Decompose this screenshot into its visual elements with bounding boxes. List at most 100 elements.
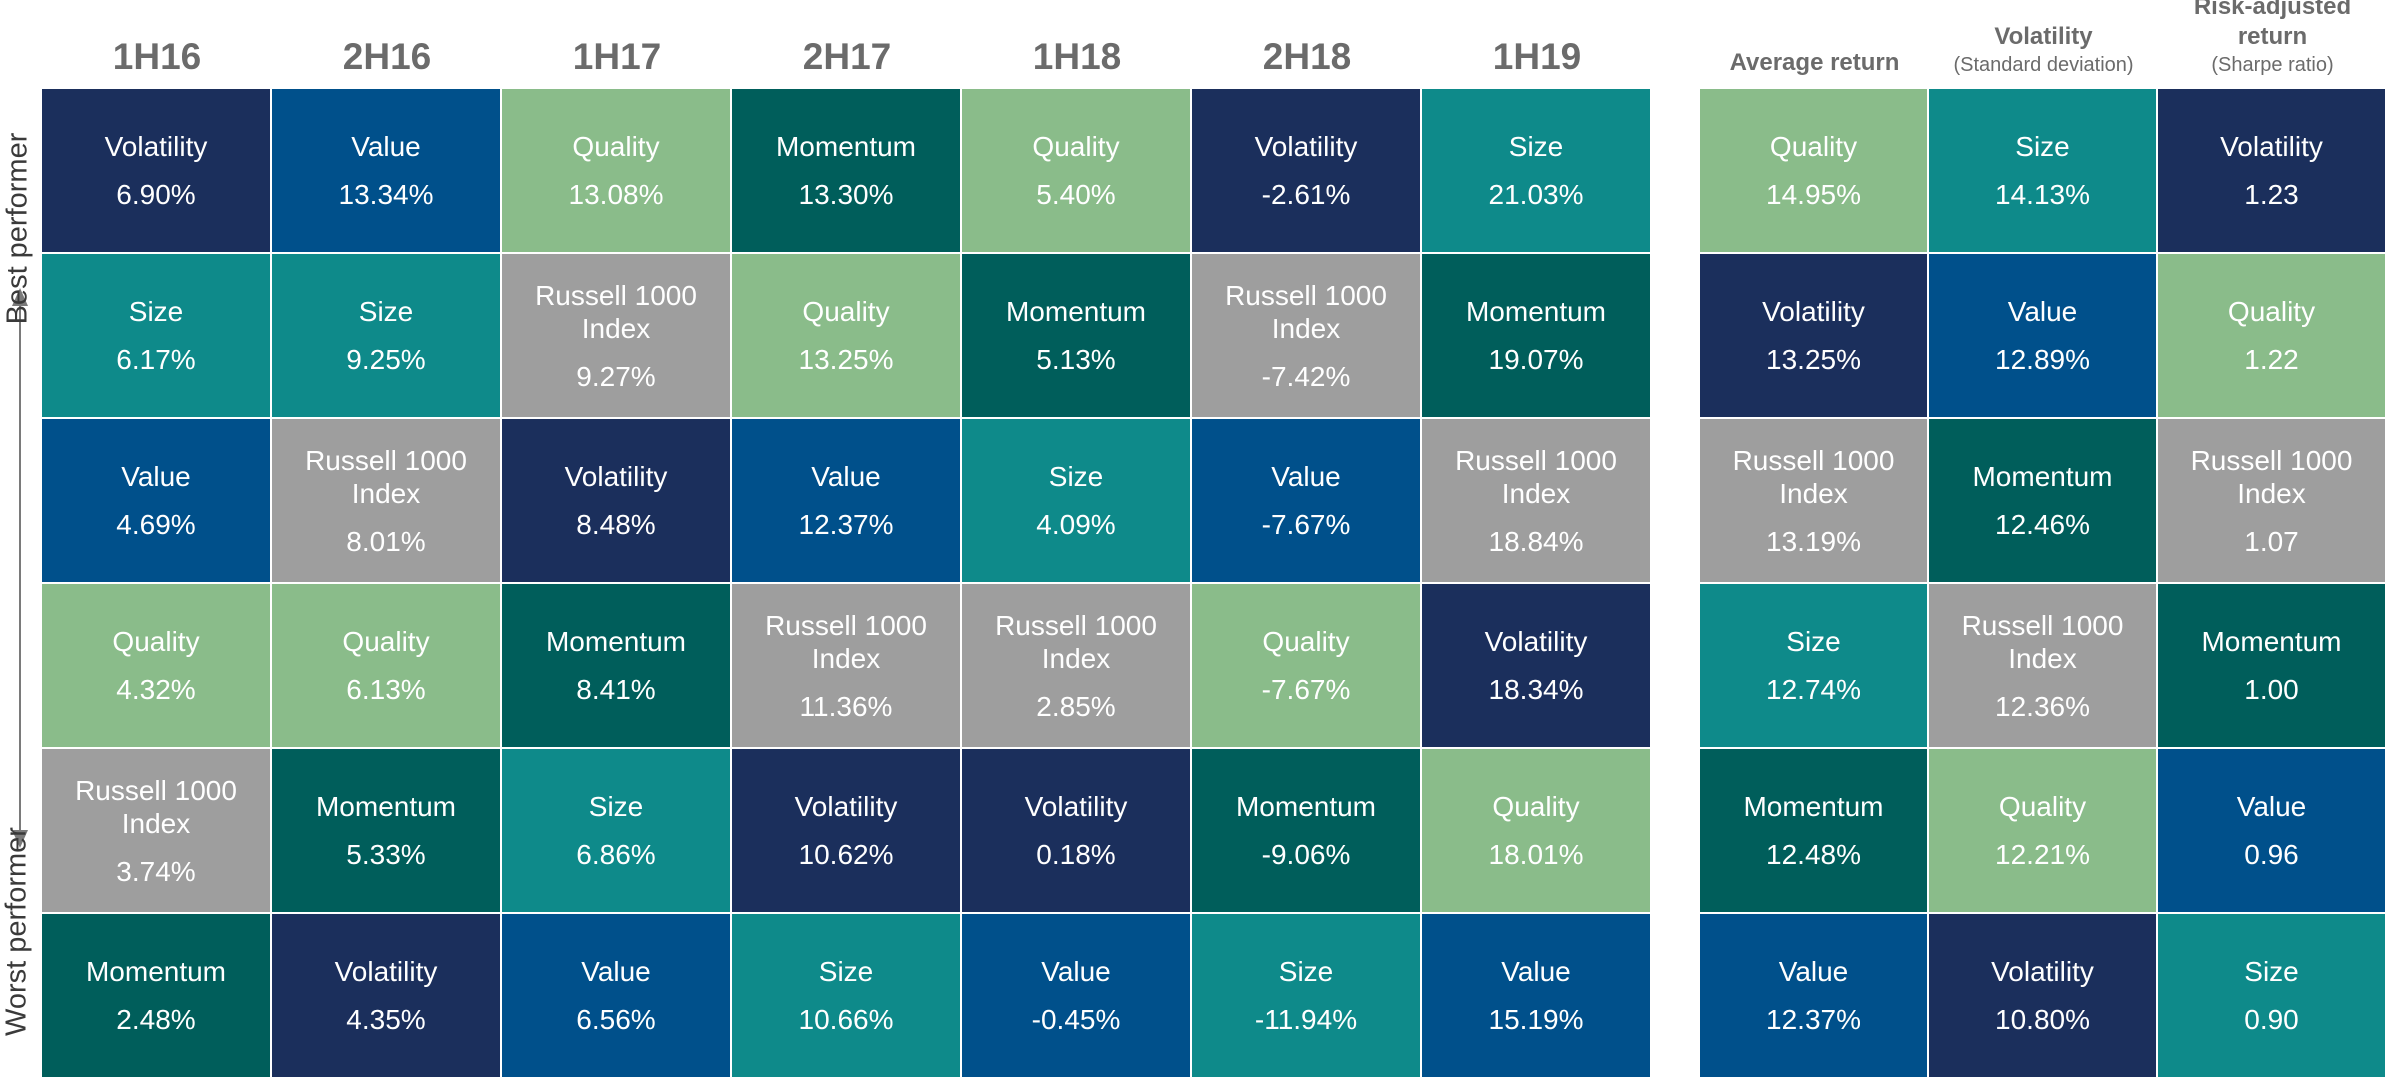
column-header: 2H16: [272, 0, 502, 88]
quilt-cell: Value 0.96: [2158, 749, 2387, 914]
cell-data-label: 12.46%: [1995, 509, 2090, 540]
cell-factor-label: Size: [2015, 131, 2070, 162]
quilt-cell: Quality 18.01%: [1422, 749, 1652, 914]
quilt-cell: Volatility 6.90%: [42, 89, 272, 254]
cell-data-label: 12.89%: [1995, 344, 2090, 375]
quilt-cell: Quality 4.32%: [42, 584, 272, 749]
cell-factor-label: Momentum: [1972, 461, 2113, 492]
cell-data-label: 10.62%: [798, 839, 894, 870]
cell-data-label: 0.96: [2244, 839, 2299, 870]
cell-data-label: 8.48%: [576, 509, 656, 540]
quilt-cell: Size 6.17%: [42, 254, 272, 419]
cell-factor-label: Quality: [342, 626, 430, 657]
cell-factor-label: Volatility: [2220, 131, 2323, 162]
cell-data-label: 1.00: [2244, 674, 2299, 705]
cell-data-label: 3.74%: [116, 855, 196, 887]
quilt-cell: Value 6.56%: [502, 914, 732, 1079]
cell-factor-label: Value: [811, 461, 881, 492]
cell-factor-label: Quality: [572, 131, 660, 162]
cell-factor-label: Size: [1278, 956, 1334, 987]
cell-data-label: 2.48%: [116, 1004, 196, 1035]
cell-factor-label: Volatility: [1024, 791, 1128, 822]
quilt-cell: Volatility 10.80%: [1929, 914, 2158, 1079]
cell-factor-label: Quality: [1492, 791, 1580, 822]
quilt-cell: Value 12.89%: [1929, 254, 2158, 419]
quilt-cell: Momentum 12.48%: [1700, 749, 1929, 914]
cell-data-label: 10.66%: [798, 1004, 894, 1035]
quilt-cell: Russell 1000 Index 2.85%: [962, 584, 1192, 749]
cell-data-label: 5.33%: [346, 839, 426, 870]
cell-data-label: 18.01%: [1488, 839, 1584, 870]
cell-data-label: -7.67%: [1261, 674, 1351, 705]
cell-data-label: 14.13%: [1995, 179, 2090, 210]
column-header: Risk-adjusted return (Sharpe ratio): [2158, 0, 2387, 88]
cell-factor-label: Quality: [112, 626, 200, 657]
quilt-cell: Value 12.37%: [732, 419, 962, 584]
quilt-cell: Momentum -9.06%: [1192, 749, 1422, 914]
quilt-cell: Quality -7.67%: [1192, 584, 1422, 749]
column-header-label: 1H16: [112, 36, 202, 77]
cell-data-label: 8.41%: [576, 674, 656, 705]
quilt-cell: Russell 1000 Index 1.07: [2158, 419, 2387, 584]
column-header-label: 2H18: [1262, 36, 1352, 77]
column-header-label: 1H19: [1492, 36, 1582, 77]
quilt-cell: Size 12.74%: [1700, 584, 1929, 749]
cell-data-label: 18.84%: [1488, 525, 1584, 557]
cell-factor-label: Russell 1000 Index: [75, 774, 237, 839]
cell-factor-label: Momentum: [1235, 791, 1377, 822]
quilt-cell: Momentum 12.46%: [1929, 419, 2158, 584]
cell-factor-label: Value: [351, 131, 421, 162]
quilt-cell: Momentum 5.13%: [962, 254, 1192, 419]
quilt-cell: Quality 13.08%: [502, 89, 732, 254]
column-header-sublabel: (Standard deviation): [1953, 54, 2134, 76]
cell-factor-label: Momentum: [545, 626, 687, 657]
cell-factor-label: Quality: [1032, 131, 1120, 162]
cell-factor-label: Volatility: [564, 461, 668, 492]
cell-factor-label: Value: [121, 461, 191, 492]
quilt-cell: Russell 1000 Index 18.84%: [1422, 419, 1652, 584]
quilt-cell: Value -0.45%: [962, 914, 1192, 1079]
quilt-cell: Volatility 0.18%: [962, 749, 1192, 914]
cell-factor-label: Size: [128, 296, 184, 327]
cell-factor-label: Russell 1000 Index: [2190, 444, 2353, 509]
cell-factor-label: Russell 1000 Index: [765, 609, 927, 674]
column-header: 1H17: [502, 0, 732, 88]
cell-factor-label: Momentum: [1005, 296, 1147, 327]
cell-factor-label: Quality: [802, 296, 890, 327]
quilt-cell: Value 15.19%: [1422, 914, 1652, 1079]
cell-factor-label: Value: [2236, 791, 2307, 822]
quilt-cell: Value 4.69%: [42, 419, 272, 584]
cell-factor-label: Volatility: [1991, 956, 2094, 987]
best-performer-label: Best performer: [1, 132, 34, 325]
quilt-cell: Russell 1000 Index 13.19%: [1700, 419, 1929, 584]
quilt-cell: Size 9.25%: [272, 254, 502, 419]
cell-factor-label: Momentum: [1465, 296, 1607, 327]
column-header: 1H19: [1422, 0, 1652, 88]
arrow-up-icon: [12, 288, 28, 306]
cell-factor-label: Russell 1000 Index: [1455, 444, 1617, 509]
column-header-sublabel: (Sharpe ratio): [2211, 54, 2334, 76]
cell-data-label: 13.25%: [798, 344, 894, 375]
cell-data-label: 11.36%: [799, 690, 893, 722]
cell-factor-label: Russell 1000 Index: [1225, 279, 1387, 344]
cell-factor-label: Russell 1000 Index: [1732, 444, 1895, 509]
cell-data-label: 14.95%: [1766, 179, 1861, 210]
quilt-cell: Size 10.66%: [732, 914, 962, 1079]
cell-data-label: -7.67%: [1261, 509, 1351, 540]
arrow-down-icon: [12, 830, 28, 848]
cell-factor-label: Value: [1778, 956, 1849, 987]
cell-factor-label: Momentum: [2201, 626, 2342, 657]
cell-factor-label: Volatility: [1762, 296, 1865, 327]
cell-factor-label: Value: [2007, 296, 2078, 327]
cell-data-label: 12.37%: [798, 509, 894, 540]
column-header: Volatility (Standard deviation): [1929, 0, 2158, 88]
cell-data-label: 4.69%: [116, 509, 196, 540]
quilt-cell: Momentum 19.07%: [1422, 254, 1652, 419]
cell-data-label: 15.19%: [1488, 1004, 1584, 1035]
cell-data-label: 2.85%: [1036, 690, 1116, 722]
cell-factor-label: Volatility: [104, 131, 208, 162]
cell-data-label: 9.27%: [576, 360, 656, 392]
quilt-cell: Size 0.90: [2158, 914, 2387, 1079]
cell-data-label: -7.42%: [1261, 360, 1351, 392]
cell-data-label: 1.22: [2244, 344, 2299, 375]
